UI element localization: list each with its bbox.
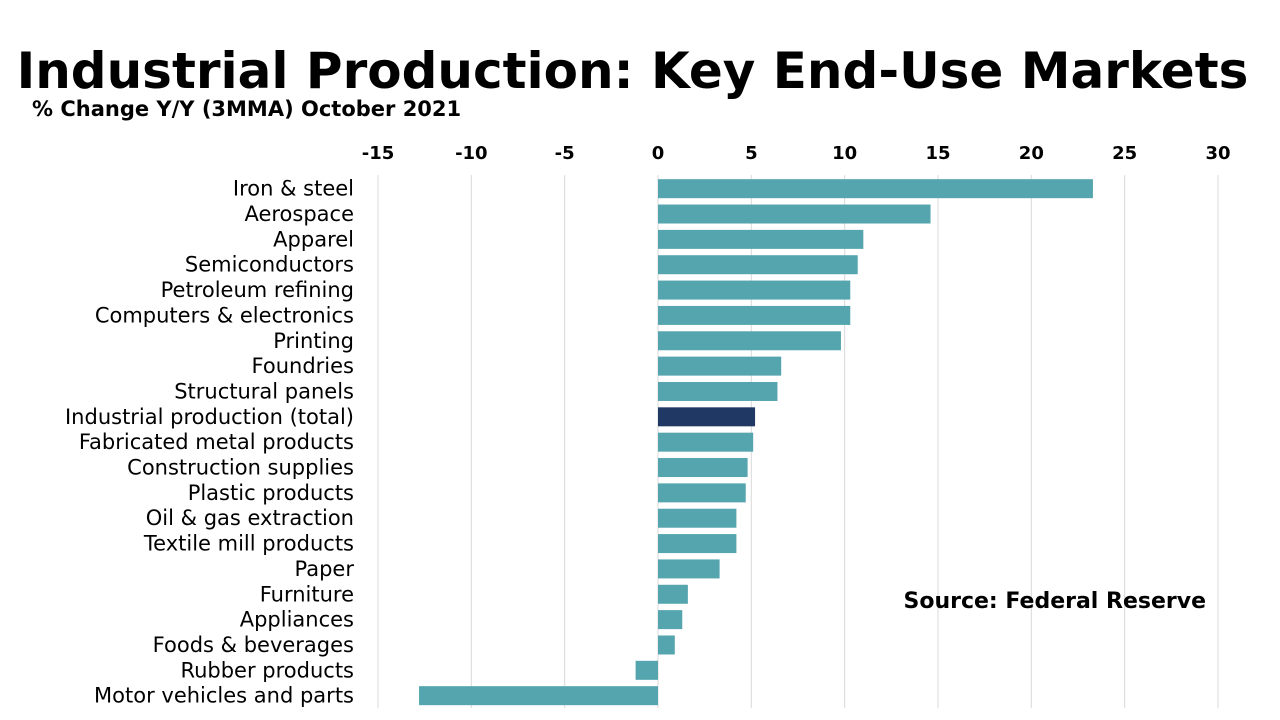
x-axis-tick-labels: -15 -10 -5 0 5 10 15 20 25 30 bbox=[362, 143, 1231, 164]
x-tick-label: 20 bbox=[1019, 143, 1044, 164]
category-label: Structural panels bbox=[174, 379, 354, 403]
bar bbox=[658, 458, 748, 478]
category-label: Apparel bbox=[273, 227, 354, 251]
bar bbox=[658, 331, 841, 351]
bar bbox=[658, 179, 1093, 199]
category-label: Furniture bbox=[260, 582, 354, 606]
category-label: Paper bbox=[295, 557, 355, 581]
x-tick-label: 0 bbox=[652, 143, 665, 164]
category-label: Iron & steel bbox=[233, 177, 354, 201]
bar bbox=[635, 660, 658, 680]
bar bbox=[658, 432, 754, 452]
category-label: Motor vehicles and parts bbox=[94, 684, 354, 708]
chart-title: Industrial Production: Key End-Use Marke… bbox=[16, 42, 1249, 100]
bar bbox=[658, 381, 778, 401]
category-label: Foods & beverages bbox=[153, 633, 354, 657]
category-label: Appliances bbox=[240, 608, 354, 632]
x-tick-label: -10 bbox=[455, 143, 488, 164]
bar bbox=[658, 305, 851, 325]
bar bbox=[658, 204, 931, 224]
x-tick-label: -15 bbox=[362, 143, 395, 164]
category-label: Printing bbox=[273, 329, 354, 353]
bar bbox=[658, 229, 864, 249]
x-tick-label: 5 bbox=[745, 143, 758, 164]
category-label: Textile mill products bbox=[143, 532, 354, 556]
bar bbox=[658, 635, 675, 655]
bars bbox=[419, 179, 1093, 706]
bar bbox=[658, 584, 688, 604]
category-label: Aerospace bbox=[244, 202, 354, 226]
bar bbox=[658, 534, 737, 554]
x-tick-label: 30 bbox=[1205, 143, 1230, 164]
bar bbox=[658, 255, 858, 275]
category-label: Construction supplies bbox=[127, 456, 354, 480]
bar bbox=[658, 356, 782, 376]
x-tick-label: 25 bbox=[1112, 143, 1137, 164]
category-label: Petroleum refining bbox=[161, 278, 354, 302]
category-label: Fabricated metal products bbox=[79, 430, 354, 454]
category-label: Foundries bbox=[252, 354, 354, 378]
category-label: Semiconductors bbox=[185, 253, 354, 277]
gridlines bbox=[377, 175, 1219, 708]
category-label: Plastic products bbox=[188, 481, 354, 505]
bar bbox=[658, 280, 851, 300]
bar bbox=[658, 508, 737, 528]
bar bbox=[658, 559, 720, 579]
category-labels: Iron & steelAerospaceApparelSemiconducto… bbox=[65, 177, 354, 708]
bar bbox=[658, 483, 746, 503]
category-label: Oil & gas extraction bbox=[146, 506, 354, 530]
source-note: Source: Federal Reserve bbox=[903, 589, 1207, 614]
bar bbox=[658, 610, 683, 630]
category-label: Industrial production (total) bbox=[65, 405, 354, 429]
highlight-bar bbox=[658, 407, 756, 427]
x-tick-label: 15 bbox=[925, 143, 950, 164]
category-label: Rubber products bbox=[180, 658, 354, 682]
chart-subtitle: % Change Y/Y (3MMA) October 2021 bbox=[32, 97, 462, 121]
x-tick-label: -5 bbox=[555, 143, 575, 164]
x-tick-label: 10 bbox=[832, 143, 857, 164]
bar bbox=[419, 686, 658, 706]
category-label: Computers & electronics bbox=[95, 303, 354, 327]
